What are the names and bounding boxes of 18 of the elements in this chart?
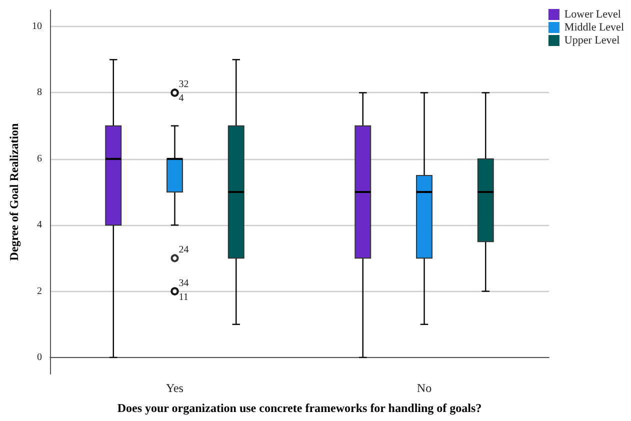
y-tick-label: 8 [37, 87, 42, 98]
x-tick-label: Yes [166, 381, 184, 395]
annotation: 24 [178, 244, 189, 256]
y-tick-label: 4 [37, 220, 42, 231]
x-axis-title: Does your organization use concrete frameworks for handling of goals? [117, 401, 482, 415]
annotation: 4 [178, 93, 184, 104]
legend-label: Lower Level [564, 8, 621, 20]
legend-label: Middle Level [564, 22, 624, 34]
y-tick-label: 0 [37, 352, 42, 363]
y-tick-label: 6 [37, 153, 42, 164]
legend-label: Upper Level [564, 34, 620, 46]
annotation: 11 [178, 292, 188, 303]
y-tick-label: 10 [32, 21, 42, 32]
annotation: 34 [178, 278, 189, 289]
annotation: 32 [178, 79, 189, 90]
y-axis-title: Degree of Goal Realization [7, 122, 21, 261]
x-tick-label: No [416, 381, 432, 395]
y-tick-label: 2 [37, 286, 42, 297]
